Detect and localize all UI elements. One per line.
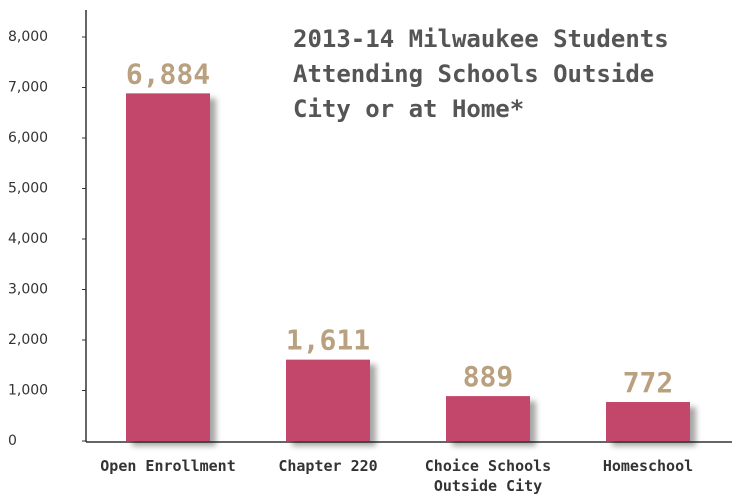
y-tick-label: 8,000 xyxy=(8,29,48,45)
x-tick-label: Open Enrollment xyxy=(100,457,236,475)
y-tick-label: 1,000 xyxy=(8,383,48,399)
y-tick-label: 5,000 xyxy=(8,181,48,197)
x-tick-label: Choice Schools Outside City xyxy=(424,457,552,495)
y-tick-label: 4,000 xyxy=(8,231,48,247)
x-tick-label: Homeschool xyxy=(602,457,694,475)
x-tick-label: Chapter 220 xyxy=(278,457,378,475)
y-tick-label: 6,000 xyxy=(8,130,48,146)
value-label: 6,884 xyxy=(126,57,210,90)
bar xyxy=(286,359,370,441)
y-tick-label: 3,000 xyxy=(8,282,48,298)
y-tick-label: 0 xyxy=(8,433,17,449)
value-label: 1,611 xyxy=(286,324,370,357)
chart-title: 2013-14 Milwaukee Students Attending Sch… xyxy=(293,25,669,123)
y-tick-label: 7,000 xyxy=(8,80,48,96)
value-label: 772 xyxy=(623,366,674,399)
bar xyxy=(606,402,690,441)
y-tick-label: 2,000 xyxy=(8,332,48,348)
bar xyxy=(126,93,210,441)
bar xyxy=(446,396,530,441)
value-label: 889 xyxy=(463,360,514,393)
